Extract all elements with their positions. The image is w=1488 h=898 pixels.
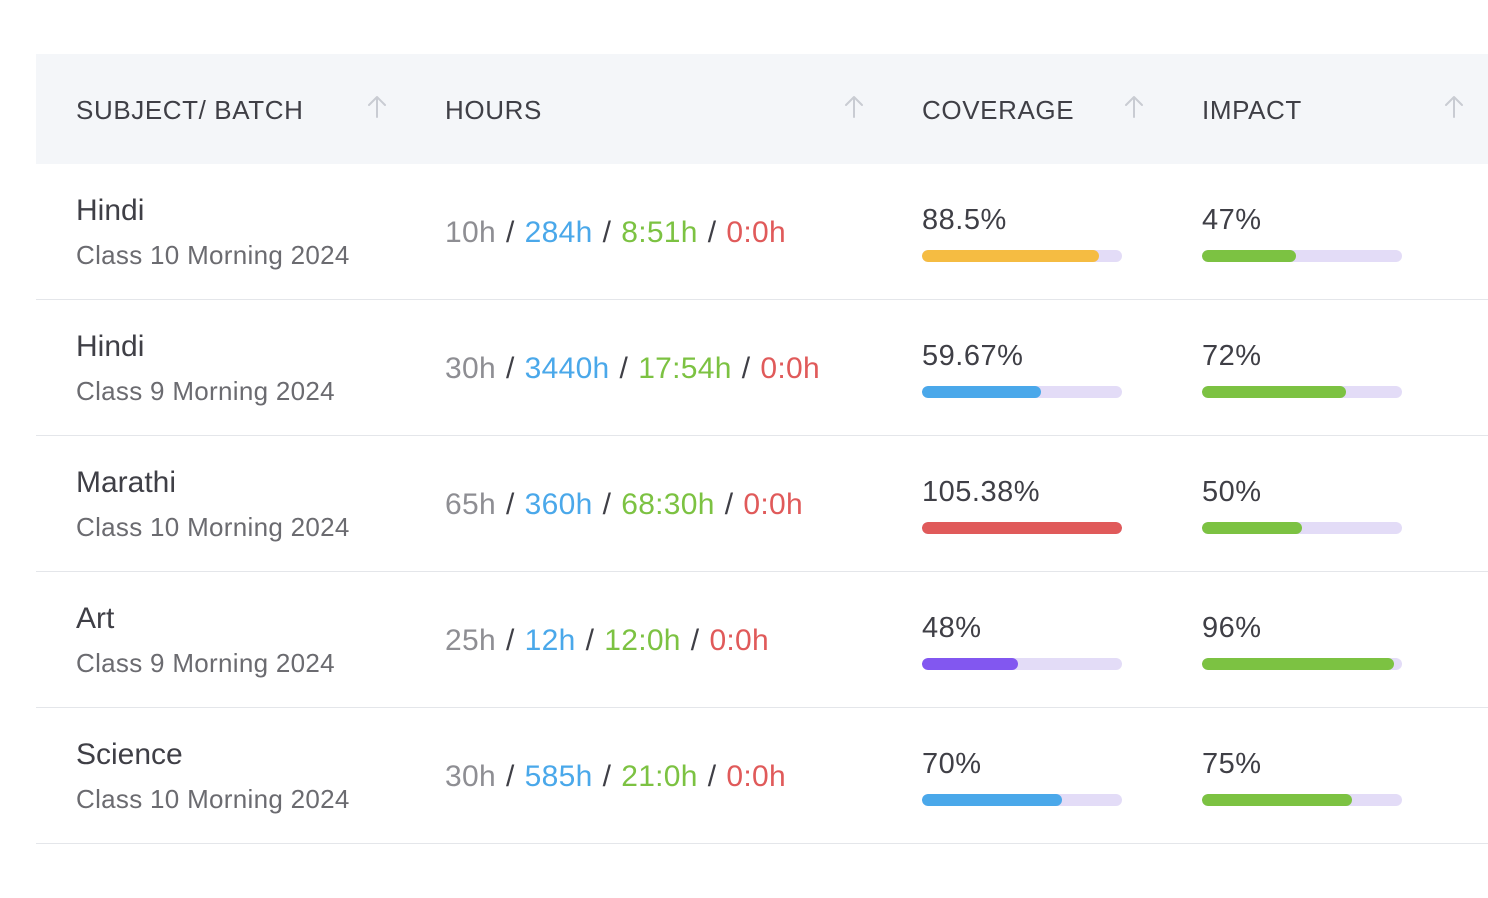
impact-progress-fill	[1202, 658, 1394, 670]
impact-progress-bar	[1202, 386, 1402, 398]
subject-name: Marathi	[76, 466, 177, 499]
impact-progress-bar	[1202, 658, 1402, 670]
coverage-progress-fill	[922, 386, 1042, 398]
column-header-impact[interactable]: IMPACT	[1202, 54, 1302, 164]
coverage-percent: 48%	[922, 612, 982, 644]
subject-name: Art	[76, 602, 115, 635]
coverage-progress-bar	[922, 794, 1122, 806]
table-row[interactable]: Hindi Class 10 Morning 2024 10h / 284h / 8:5…	[36, 164, 1488, 300]
impact-percent: 96%	[1202, 612, 1262, 644]
batch-name: Class 9 Morning 2024	[76, 648, 335, 678]
hours-done: 17:54h	[638, 352, 732, 385]
coverage-progress-bar	[922, 386, 1122, 398]
hours-separator: /	[585, 624, 595, 657]
hours-separator: /	[505, 216, 515, 249]
sort-subject-arrow-up-icon[interactable]	[366, 94, 388, 120]
hours-separator: /	[505, 488, 515, 521]
impact-progress-fill	[1202, 522, 1302, 534]
subject-name: Science	[76, 738, 183, 771]
impact-progress-bar	[1202, 522, 1402, 534]
hours-planned: 10h	[445, 216, 496, 249]
sort-coverage-arrow-up-icon[interactable]	[1123, 94, 1145, 120]
hours-separator: /	[505, 624, 515, 657]
hours-planned: 25h	[445, 624, 496, 657]
column-header-coverage[interactable]: COVERAGE	[922, 54, 1074, 164]
impact-percent: 47%	[1202, 204, 1262, 236]
hours-separator: /	[602, 760, 612, 793]
subject-name: Hindi	[76, 330, 145, 363]
hours-total: 585h	[524, 760, 593, 793]
hours-total: 12h	[524, 624, 576, 657]
hours-summary: 65h / 360h / 68:30h / 0:0h	[445, 488, 803, 522]
table-row[interactable]: Hindi Class 9 Morning 2024 30h / 3440h / 17:…	[36, 300, 1488, 436]
hours-done: 12:0h	[604, 624, 681, 657]
column-header-coverage-label: COVERAGE	[922, 94, 1075, 125]
coverage-percent: 59.67%	[922, 340, 1024, 372]
table-row[interactable]: Science Class 10 Morning 2024 30h / 585h / 2…	[36, 708, 1488, 844]
batch-name: Class 10 Morning 2024	[76, 784, 350, 814]
hours-separator: /	[505, 760, 515, 793]
impact-progress-bar	[1202, 250, 1402, 262]
column-header-hours-label: HOURS	[445, 94, 542, 125]
coverage-progress-bar	[922, 250, 1122, 262]
impact-progress-fill	[1202, 386, 1346, 398]
table-row[interactable]: Art Class 9 Morning 2024 25h / 12h / 12:0h / 0…	[36, 572, 1488, 708]
hours-over: 0:0h	[726, 760, 787, 793]
impact-percent: 72%	[1202, 340, 1262, 372]
column-header-hours[interactable]: HOURS	[445, 54, 542, 164]
impact-percent: 75%	[1202, 748, 1262, 780]
subject-progress-table: SUBJECT/ BATCH HOURS COVERAGE IMPACT Hin…	[36, 54, 1488, 844]
hours-done: 8:51h	[621, 216, 698, 249]
hours-summary: 30h / 3440h / 17:54h / 0:0h	[445, 352, 820, 386]
coverage-progress-fill	[922, 522, 1122, 534]
impact-progress-fill	[1202, 794, 1352, 806]
hours-total: 284h	[524, 216, 593, 249]
hours-separator: /	[619, 352, 629, 385]
hours-planned: 30h	[445, 760, 496, 793]
hours-over: 0:0h	[743, 488, 803, 521]
hours-summary: 10h / 284h / 8:51h / 0:0h	[445, 216, 786, 250]
hours-summary: 25h / 12h / 12:0h / 0:0h	[445, 624, 769, 658]
coverage-progress-fill	[922, 658, 1018, 670]
sort-hours-arrow-up-icon[interactable]	[843, 94, 865, 120]
coverage-progress-fill	[922, 794, 1062, 806]
impact-progress-bar	[1202, 794, 1402, 806]
hours-planned: 65h	[445, 488, 496, 521]
hours-done: 21:0h	[621, 760, 698, 793]
hours-separator: /	[707, 216, 717, 249]
impact-progress-fill	[1202, 250, 1296, 262]
coverage-percent: 70%	[922, 748, 982, 780]
coverage-progress-bar	[922, 658, 1122, 670]
hours-separator: /	[707, 760, 717, 793]
column-header-subject[interactable]: SUBJECT/ BATCH	[76, 54, 304, 164]
column-header-subject-label: SUBJECT/ BATCH	[76, 94, 304, 125]
subject-name: Hindi	[76, 194, 145, 227]
table-header: SUBJECT/ BATCH HOURS COVERAGE IMPACT	[36, 54, 1488, 164]
hours-separator: /	[724, 488, 734, 521]
batch-name: Class 9 Morning 2024	[76, 376, 335, 406]
hours-total: 3440h	[524, 352, 610, 385]
coverage-percent: 105.38%	[922, 476, 1040, 508]
hours-done: 68:30h	[621, 488, 715, 521]
table-row[interactable]: Marathi Class 10 Morning 2024 65h/360h/6…	[36, 436, 1488, 572]
coverage-percent: 88.5%	[922, 204, 1007, 236]
coverage-progress-fill	[922, 250, 1099, 262]
hours-over: 0:0h	[709, 624, 770, 657]
hours-over: 0:0h	[760, 352, 820, 385]
hours-total: 360h	[524, 488, 593, 521]
coverage-progress-bar	[922, 522, 1122, 534]
hours-separator: /	[690, 624, 700, 657]
batch-name: Class 10 Morning 2024	[76, 512, 350, 542]
batch-name: Class 10 Morning 2024	[76, 240, 350, 270]
hours-separator: /	[505, 352, 515, 385]
sort-impact-arrow-up-icon[interactable]	[1443, 94, 1465, 120]
hours-planned: 30h	[445, 352, 496, 385]
hours-separator: /	[741, 352, 751, 385]
hours-over: 0:0h	[726, 216, 787, 249]
hours-summary: 30h / 585h / 21:0h / 0:0h	[445, 760, 786, 794]
column-header-impact-label: IMPACT	[1202, 94, 1302, 125]
hours-separator: /	[602, 488, 612, 521]
hours-separator: /	[602, 216, 612, 249]
impact-percent: 50%	[1202, 476, 1262, 508]
